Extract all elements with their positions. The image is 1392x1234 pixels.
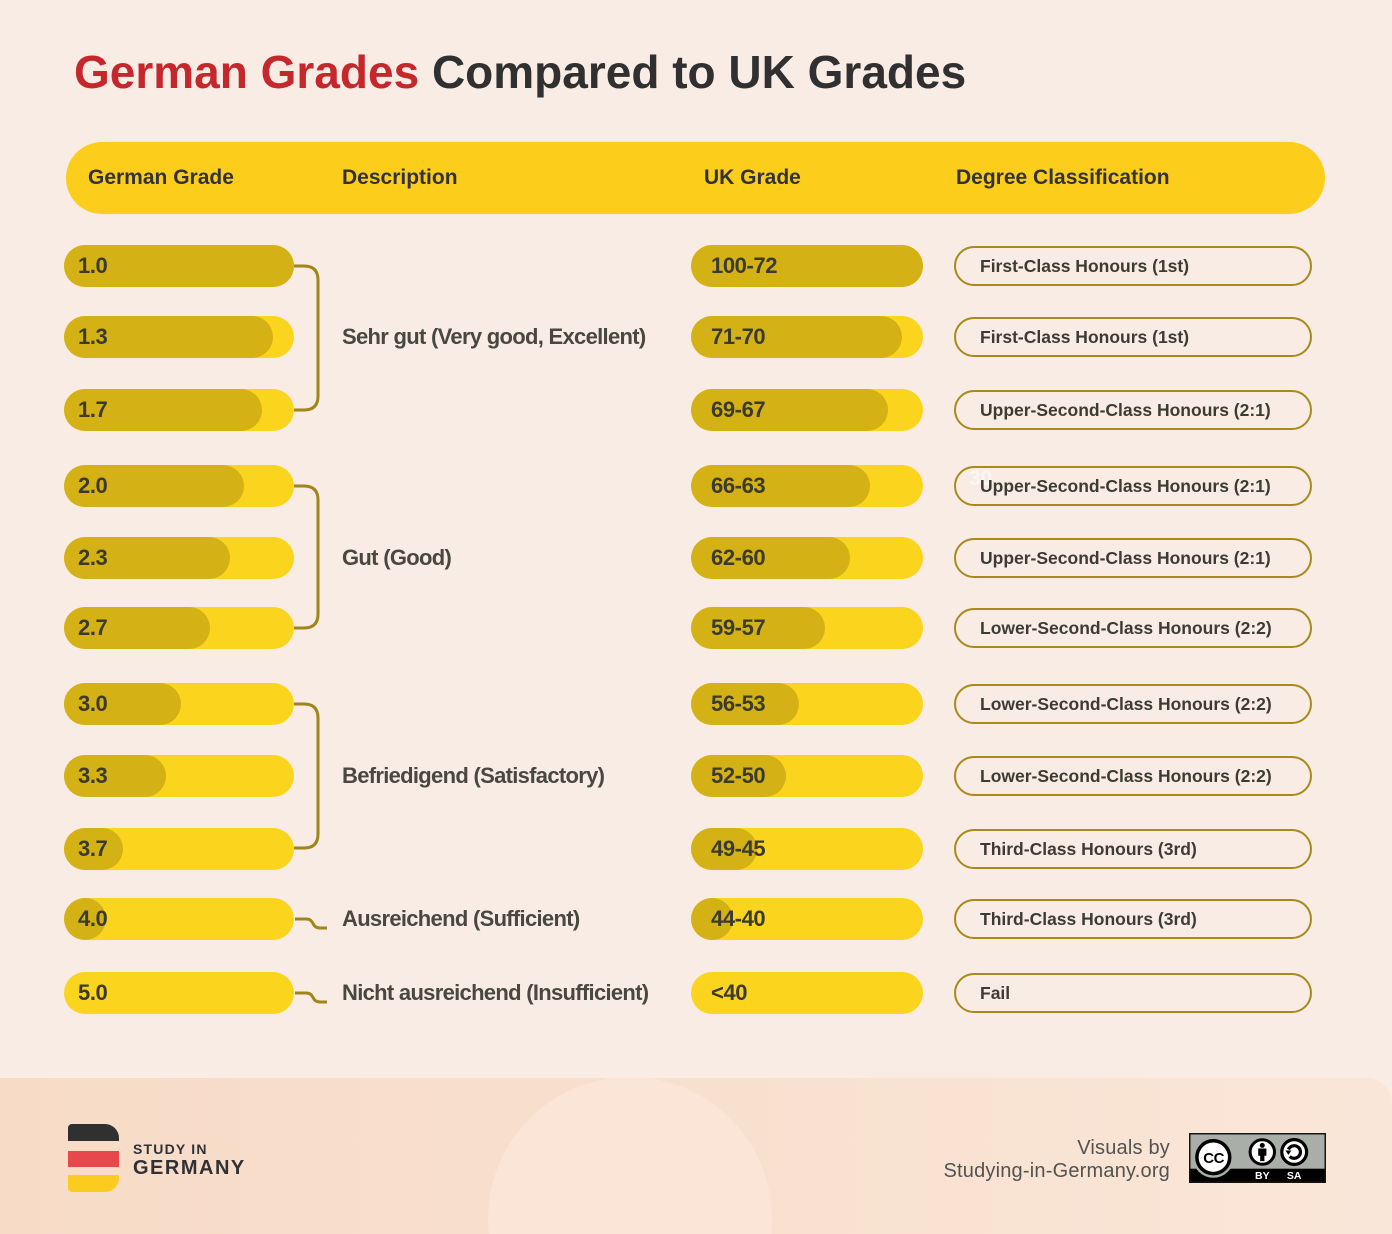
svg-text:CC: CC <box>1203 1150 1224 1167</box>
svg-text:SA: SA <box>1287 1170 1302 1182</box>
svg-text:BY: BY <box>1255 1170 1270 1182</box>
